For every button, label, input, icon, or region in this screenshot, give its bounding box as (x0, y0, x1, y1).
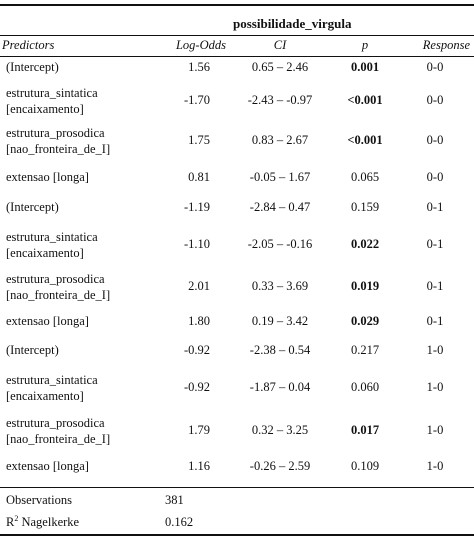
predictor-label: estrutura_prosodica (6, 272, 105, 286)
log-odds-value: 1.80 (188, 314, 210, 328)
predictor-label: [nao_fronteira_de_I] (6, 432, 111, 446)
log-odds-value: 1.56 (188, 60, 210, 74)
response-value: 0-1 (426, 237, 444, 251)
predictor-label: extensao [longa] (6, 314, 89, 328)
log-odds-value: -1.70 (183, 93, 210, 107)
p-value: 0.019 (350, 279, 380, 293)
p-value: 0.017 (350, 423, 380, 437)
p-value: 0.060 (350, 380, 380, 394)
response-value: 1-0 (426, 343, 444, 357)
observations-value: 381 (165, 493, 184, 507)
response-value: 0-1 (426, 279, 444, 293)
ci-value: -2.43 – -0.97 (247, 93, 313, 107)
p-value: 0.217 (350, 343, 380, 357)
dependent-variable-header: possibilidade_virgula (233, 16, 352, 31)
p-value: 0.022 (350, 237, 380, 251)
column-header-response: Response (422, 38, 470, 52)
predictor-label: [encaixamento] (6, 246, 84, 260)
p-value: 0.159 (350, 200, 380, 214)
p-value: 0.001 (350, 60, 380, 74)
ci-value: -0.05 – 1.67 (249, 170, 311, 184)
predictor-label: estrutura_prosodica (6, 126, 105, 140)
predictor-label: (Intercept) (6, 343, 59, 357)
response-value: 1-0 (426, 423, 444, 437)
body-bottom-rule (0, 487, 474, 488)
ci-value: 0.65 – 2.46 (251, 60, 309, 74)
ci-value: -0.26 – 2.59 (249, 459, 311, 473)
ci-value: -2.84 – 0.47 (249, 200, 311, 214)
top-rule (0, 4, 474, 6)
ci-value: -2.05 – -0.16 (247, 237, 313, 251)
r2-label-main: R (6, 515, 15, 529)
p-value: 0.065 (350, 170, 380, 184)
predictor-label: estrutura_sintatica (6, 86, 98, 100)
log-odds-value: 0.81 (188, 170, 210, 184)
column-header-predictors: Predictors (2, 38, 55, 52)
ci-value: 0.19 – 3.42 (251, 314, 309, 328)
log-odds-value: 1.75 (188, 133, 210, 147)
r2-label-rest: Nagelkerke (18, 515, 80, 529)
response-value: 0-0 (426, 93, 444, 107)
response-value: 1-0 (426, 380, 444, 394)
log-odds-value: -1.10 (183, 237, 210, 251)
response-value: 0-1 (426, 314, 444, 328)
ci-value: 0.83 – 2.67 (251, 133, 309, 147)
response-value: 0-0 (426, 170, 444, 184)
ci-value: 0.33 – 3.69 (251, 279, 309, 293)
response-value: 0-1 (426, 200, 444, 214)
r2-label-superscript: 2 (14, 514, 19, 523)
subheader-rule (0, 56, 474, 57)
predictor-label: extensao [longa] (6, 170, 89, 184)
p-value: <0.001 (347, 93, 383, 107)
predictor-label: (Intercept) (6, 200, 59, 214)
predictor-label: estrutura_prosodica (6, 416, 105, 430)
log-odds-value: 1.16 (188, 459, 210, 473)
observations-label: Observations (6, 493, 72, 507)
log-odds-value: -1.19 (183, 200, 210, 214)
column-header-log-odds: Log-Odds (175, 38, 226, 52)
column-header-p: p (361, 38, 369, 52)
log-odds-value: -0.92 (183, 380, 210, 394)
predictor-label: [nao_fronteira_de_I] (6, 288, 111, 302)
response-value: 0-0 (426, 133, 444, 147)
header-rule (0, 35, 474, 36)
p-value: 0.029 (350, 314, 380, 328)
ci-value: 0.32 – 3.25 (251, 423, 309, 437)
predictor-label: (Intercept) (6, 60, 59, 74)
log-odds-value: -0.92 (183, 343, 210, 357)
predictor-label: [nao_fronteira_de_I] (6, 142, 111, 156)
predictor-label: estrutura_sintatica (6, 230, 98, 244)
log-odds-value: 1.79 (188, 423, 210, 437)
p-value: 0.109 (350, 459, 380, 473)
ci-value: -2.38 – 0.54 (249, 343, 311, 357)
predictor-label: estrutura_sintatica (6, 373, 98, 387)
response-value: 0-0 (426, 60, 444, 74)
r2-label: R2 Nagelkerke (6, 515, 79, 530)
column-header-ci: CI (273, 38, 287, 52)
ci-value: -1.87 – 0.04 (249, 380, 311, 394)
predictor-label: [encaixamento] (6, 389, 84, 403)
response-value: 1-0 (426, 459, 444, 473)
bottom-rule (0, 534, 474, 536)
r2-value: 0.162 (165, 515, 194, 529)
predictor-label: extensao [longa] (6, 459, 89, 473)
p-value: <0.001 (347, 133, 383, 147)
predictor-label: [encaixamento] (6, 102, 84, 116)
log-odds-value: 2.01 (188, 279, 210, 293)
